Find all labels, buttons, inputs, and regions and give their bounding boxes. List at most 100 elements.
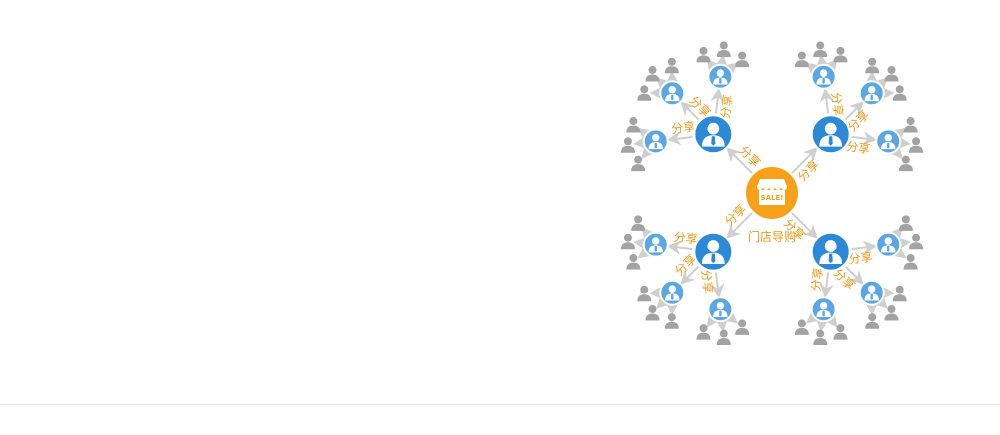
edge-secondary-to-leaf xyxy=(637,127,653,142)
edge-primary-to-secondary xyxy=(844,101,864,121)
edge-secondary-to-leaf xyxy=(872,293,888,309)
leaf-user-node xyxy=(909,137,924,153)
edge-secondary-to-leaf xyxy=(641,143,656,160)
person-icon xyxy=(716,41,731,57)
share-label: 分享 xyxy=(673,229,699,247)
person-icon xyxy=(813,41,828,57)
person-icon xyxy=(813,329,828,346)
edge-primary-to-secondary xyxy=(666,131,693,146)
person-icon xyxy=(892,285,907,302)
person-icon xyxy=(637,85,652,101)
edge-primary-to-secondary xyxy=(844,265,864,285)
person-icon xyxy=(892,85,907,101)
person-icon xyxy=(664,313,679,329)
person-icon xyxy=(626,253,641,270)
primary-user-node xyxy=(693,231,734,272)
leaf-user-node xyxy=(909,233,924,250)
edge-secondary-to-leaf xyxy=(896,236,911,251)
person-icon xyxy=(637,285,652,302)
person-icon xyxy=(631,215,646,231)
user-icon xyxy=(701,240,725,265)
person-icon xyxy=(898,155,913,172)
edge-secondary-to-leaf xyxy=(633,135,648,150)
share-label: 分享 xyxy=(848,249,874,267)
leaf-user-node xyxy=(626,117,641,133)
edge-primary-to-secondary xyxy=(680,101,700,121)
person-icon xyxy=(645,305,660,321)
edge-secondary-to-leaf xyxy=(805,309,822,324)
user-icon xyxy=(864,285,879,301)
edge-center-to-primary xyxy=(791,212,818,239)
leaf-user-node xyxy=(884,65,899,82)
leaf-user-node xyxy=(631,155,646,172)
bottom-divider xyxy=(0,404,1000,405)
leaf-user-node xyxy=(833,46,848,63)
edge-primary-to-secondary xyxy=(710,87,725,114)
user-icon xyxy=(881,134,896,150)
leaf-user-node xyxy=(696,324,711,340)
share-label: 分享 xyxy=(736,142,764,170)
edge-primary-to-secondary xyxy=(710,272,725,299)
leaf-user-node xyxy=(664,57,679,74)
edge-secondary-to-leaf xyxy=(805,62,822,77)
leaf-user-node xyxy=(637,85,652,101)
person-icon xyxy=(865,57,880,74)
user-icon xyxy=(648,237,663,253)
secondary-user-node xyxy=(659,80,686,107)
edge-primary-to-secondary xyxy=(851,240,878,255)
secondary-user-node xyxy=(810,296,837,323)
share-label: 分享 xyxy=(846,138,872,156)
share-label: 分享 xyxy=(794,157,822,185)
person-icon xyxy=(865,313,880,329)
person-icon xyxy=(696,46,711,63)
edge-secondary-to-leaf xyxy=(656,293,672,309)
edge-secondary-to-leaf xyxy=(815,317,830,332)
user-icon xyxy=(713,301,728,318)
user-icon xyxy=(713,69,728,85)
person-icon xyxy=(696,324,711,340)
person-icon xyxy=(909,233,924,250)
share-label: 分享 xyxy=(717,94,735,120)
leaf-user-node xyxy=(716,41,731,57)
person-icon xyxy=(898,215,913,231)
primary-user-node xyxy=(693,114,734,155)
person-icon xyxy=(631,155,646,172)
edge-secondary-to-leaf xyxy=(815,54,830,69)
secondary-user-node xyxy=(659,279,686,306)
edge-center-to-primary xyxy=(726,147,753,174)
edge-secondary-to-leaf xyxy=(706,312,721,328)
edge-secondary-to-leaf xyxy=(891,127,907,142)
person-icon xyxy=(620,233,635,250)
leaf-user-node xyxy=(903,253,918,270)
leaf-user-node xyxy=(813,329,828,346)
edge-center-to-primary xyxy=(791,147,818,174)
edge-secondary-to-leaf xyxy=(633,236,648,251)
leaf-user-node xyxy=(794,319,809,335)
primary-user-node xyxy=(810,231,851,272)
user-icon xyxy=(864,85,879,102)
user-icon xyxy=(816,69,831,85)
user-icon xyxy=(665,85,680,102)
leaf-user-node xyxy=(620,233,635,250)
edge-primary-to-secondary xyxy=(819,272,834,299)
leaf-user-node xyxy=(865,57,880,74)
person-icon xyxy=(664,57,679,74)
leaf-user-node xyxy=(892,285,907,302)
secondary-user-node xyxy=(858,279,885,306)
person-icon xyxy=(833,46,848,63)
share-label: 分享 xyxy=(829,91,847,117)
user-icon xyxy=(881,237,896,253)
share-label: 分享 xyxy=(698,269,716,295)
person-icon xyxy=(620,137,635,153)
edge-center-to-primary xyxy=(726,212,753,239)
user-icon xyxy=(819,122,843,147)
secondary-user-node xyxy=(858,80,885,107)
person-icon xyxy=(903,253,918,270)
primary-user-node xyxy=(810,114,851,155)
leaf-user-node xyxy=(865,313,880,329)
leaf-user-node xyxy=(664,313,679,329)
edge-secondary-to-leaf xyxy=(891,244,907,259)
leaf-user-node xyxy=(626,253,641,270)
person-icon xyxy=(735,319,750,335)
